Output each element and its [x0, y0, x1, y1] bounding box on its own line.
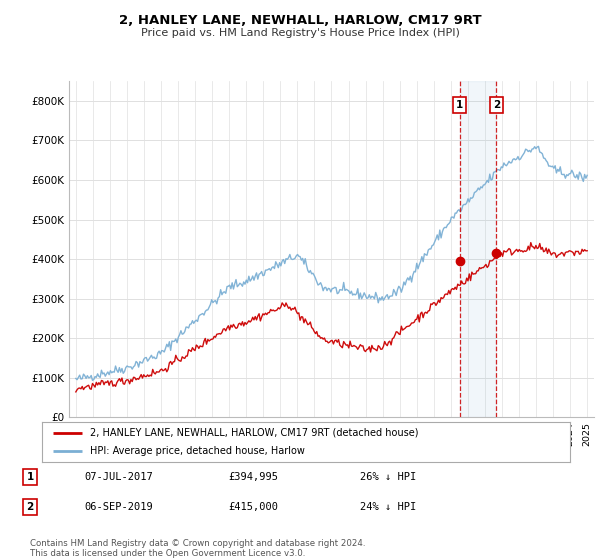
Text: £415,000: £415,000 [228, 502, 278, 512]
Text: 2, HANLEY LANE, NEWHALL, HARLOW, CM17 9RT: 2, HANLEY LANE, NEWHALL, HARLOW, CM17 9R… [119, 14, 481, 27]
Text: HPI: Average price, detached house, Harlow: HPI: Average price, detached house, Harl… [89, 446, 304, 456]
Bar [460, 81, 496, 417]
Text: 26% ↓ HPI: 26% ↓ HPI [360, 472, 416, 482]
Text: 07-JUL-2017: 07-JUL-2017 [84, 472, 153, 482]
Text: 1: 1 [456, 100, 463, 110]
Text: 2, HANLEY LANE, NEWHALL, HARLOW, CM17 9RT (detached house): 2, HANLEY LANE, NEWHALL, HARLOW, CM17 9R… [89, 428, 418, 437]
Text: 1: 1 [26, 472, 34, 482]
Text: £394,995: £394,995 [228, 472, 278, 482]
Text: Price paid vs. HM Land Registry's House Price Index (HPI): Price paid vs. HM Land Registry's House … [140, 28, 460, 38]
Text: 24% ↓ HPI: 24% ↓ HPI [360, 502, 416, 512]
Text: Contains HM Land Registry data © Crown copyright and database right 2024.
This d: Contains HM Land Registry data © Crown c… [30, 539, 365, 558]
Text: 06-SEP-2019: 06-SEP-2019 [84, 502, 153, 512]
Text: 2: 2 [26, 502, 34, 512]
Text: 2: 2 [493, 100, 500, 110]
